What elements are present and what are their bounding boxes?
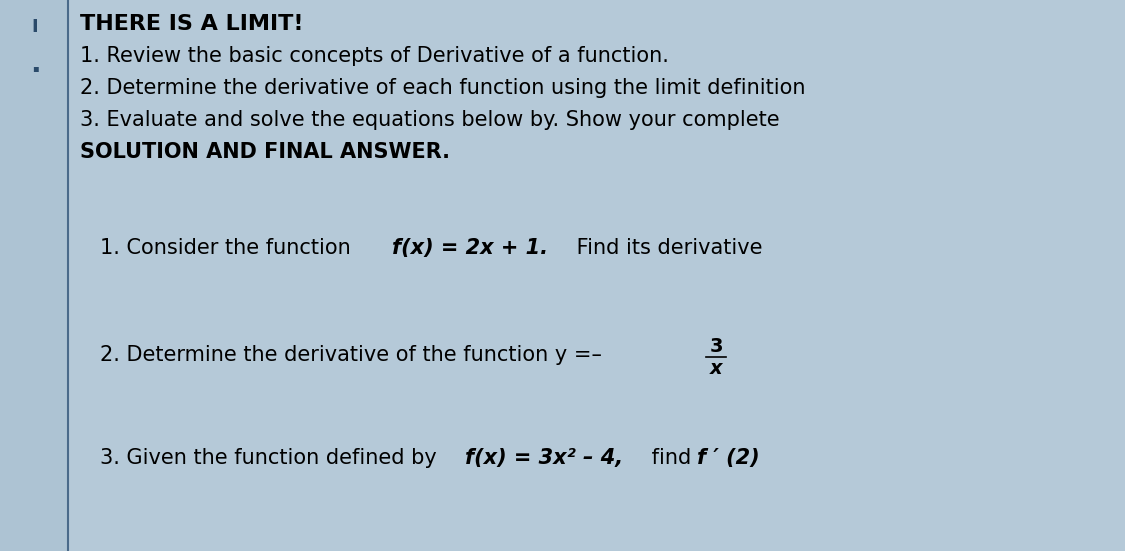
Text: Find its derivative: Find its derivative	[570, 238, 763, 258]
Text: 1. Consider the function: 1. Consider the function	[100, 238, 358, 258]
Text: f(x) = 2x + 1.: f(x) = 2x + 1.	[392, 238, 548, 258]
Text: 2. Determine the derivative of the function y =–: 2. Determine the derivative of the funct…	[100, 345, 602, 365]
Text: 1. Review the basic concepts of Derivative of a function.: 1. Review the basic concepts of Derivati…	[80, 46, 669, 66]
Text: I: I	[32, 18, 38, 36]
Text: f ′ (2): f ′ (2)	[698, 448, 759, 468]
Text: f(x) = 3x² – 4,: f(x) = 3x² – 4,	[465, 448, 623, 468]
Text: THERE IS A LIMIT!: THERE IS A LIMIT!	[80, 14, 304, 34]
Bar	[0, 0, 68, 551]
Text: 3: 3	[709, 337, 722, 356]
Text: find: find	[645, 448, 698, 468]
Text: 3. Given the function defined by: 3. Given the function defined by	[100, 448, 443, 468]
Text: .: .	[29, 50, 40, 78]
Text: 3. Evaluate and solve the equations below by. Show your complete: 3. Evaluate and solve the equations belo…	[80, 110, 780, 130]
Text: x: x	[710, 359, 722, 378]
Text: 2. Determine the derivative of each function using the limit definition: 2. Determine the derivative of each func…	[80, 78, 806, 98]
Text: SOLUTION AND FINAL ANSWER.: SOLUTION AND FINAL ANSWER.	[80, 142, 450, 162]
